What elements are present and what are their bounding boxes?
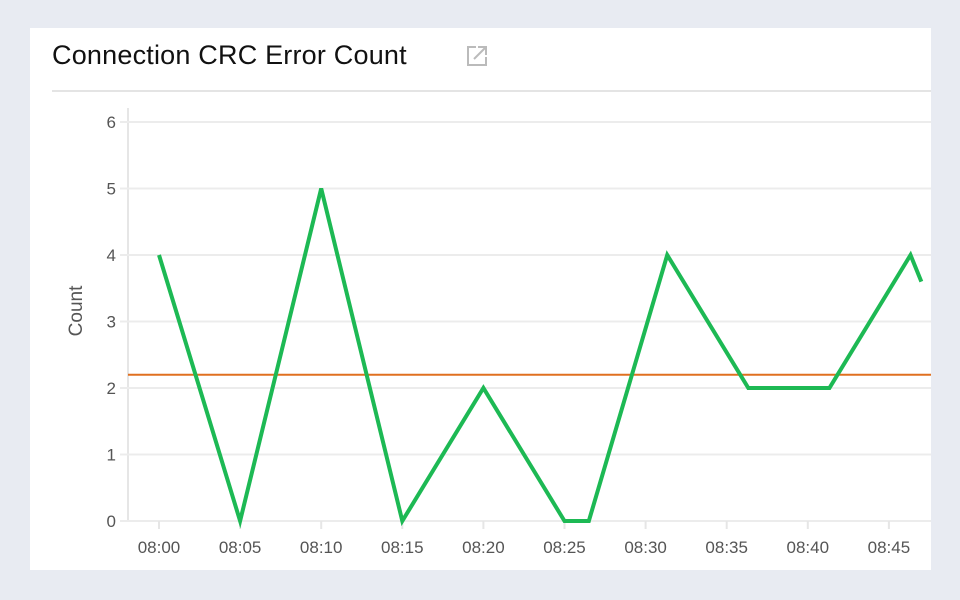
title-divider (52, 90, 931, 92)
y-tick-label: 2 (107, 379, 116, 398)
chart-card: Connection CRC Error Count 0 1 2 3 4 5 6 08:00… (30, 28, 931, 570)
external-link-icon[interactable] (466, 45, 488, 67)
x-tick-label: 08:25 (543, 538, 586, 557)
line-chart: 0 1 2 3 4 5 6 08:00 08:05 08:10 08:15 08:20 08:25 08… (66, 108, 931, 557)
x-tick-label: 08:00 (138, 538, 181, 557)
y-tick-label: 4 (107, 246, 116, 265)
y-axis-label: Count (66, 285, 87, 336)
y-tick-label: 6 (107, 113, 116, 132)
y-tick-label: 0 (107, 512, 116, 531)
y-tick-label: 3 (107, 313, 116, 332)
x-tick-label: 08:10 (300, 538, 343, 557)
x-tick-label: 08:40 (787, 538, 830, 557)
x-tick-label: 08:20 (462, 538, 505, 557)
x-tick-label: 08:45 (868, 538, 911, 557)
x-tick-label: 08:05 (219, 538, 262, 557)
x-tick-label: 08:30 (624, 538, 667, 557)
y-tick-label: 1 (107, 446, 116, 465)
series-line (157, 188, 924, 529)
y-tick-label: 5 (107, 180, 116, 199)
x-tick-label: 08:35 (705, 538, 748, 557)
chart-title: Connection CRC Error Count (52, 40, 407, 70)
x-tick-label: 08:15 (381, 538, 424, 557)
